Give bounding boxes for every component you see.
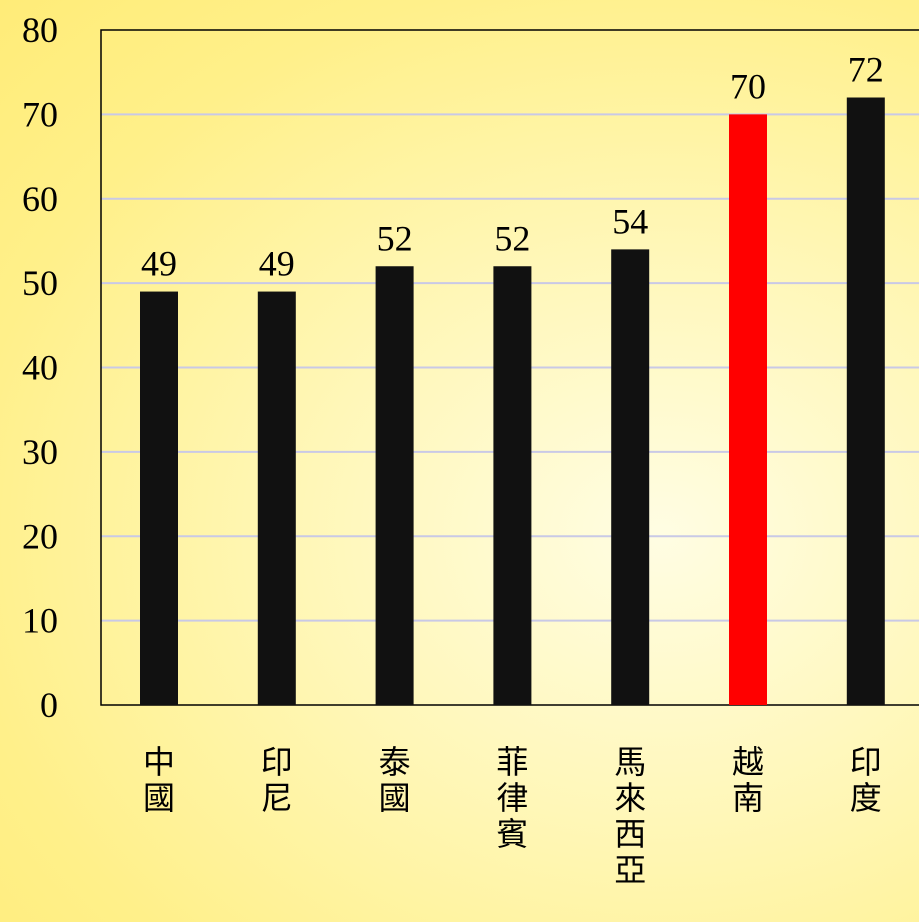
y-tick-label: 80 bbox=[22, 10, 58, 50]
bars bbox=[140, 97, 885, 705]
x-category-label: 印尼 bbox=[261, 743, 293, 817]
bar bbox=[729, 114, 767, 705]
data-label: 72 bbox=[848, 50, 884, 90]
data-label: 49 bbox=[259, 244, 295, 284]
x-axis-labels: 中國 印尼 泰國 菲律賓 馬來西亞 越南 印度 bbox=[143, 743, 882, 889]
data-label: 54 bbox=[612, 201, 648, 241]
y-tick-label: 10 bbox=[22, 601, 58, 641]
bar bbox=[375, 266, 414, 705]
data-label: 70 bbox=[730, 66, 766, 106]
y-tick-label: 50 bbox=[22, 263, 58, 303]
y-tick-label: 70 bbox=[22, 94, 58, 134]
y-tick-label: 40 bbox=[22, 348, 58, 388]
bar bbox=[257, 291, 296, 705]
data-label: 49 bbox=[141, 244, 177, 284]
data-label: 52 bbox=[377, 218, 413, 258]
y-tick-label: 0 bbox=[40, 685, 58, 725]
bar bbox=[846, 97, 885, 705]
bar bbox=[493, 266, 532, 705]
x-category-label: 越南 bbox=[732, 743, 764, 817]
x-category-label: 泰國 bbox=[379, 743, 411, 817]
y-tick-label: 60 bbox=[22, 179, 58, 219]
y-tick-label: 30 bbox=[22, 432, 58, 472]
x-category-label: 中國 bbox=[143, 743, 175, 817]
data-label: 52 bbox=[494, 218, 530, 258]
x-category-label: 菲律賓 bbox=[496, 743, 528, 853]
y-axis-ticks: 0 10 20 30 40 50 60 70 80 bbox=[22, 10, 58, 725]
x-category-label: 馬來西亞 bbox=[614, 743, 646, 889]
bar bbox=[140, 291, 178, 705]
x-category-label: 印度 bbox=[850, 743, 882, 817]
bar bbox=[611, 249, 650, 705]
data-labels: 49 49 52 52 54 70 72 bbox=[141, 50, 884, 284]
y-tick-label: 20 bbox=[22, 516, 58, 556]
